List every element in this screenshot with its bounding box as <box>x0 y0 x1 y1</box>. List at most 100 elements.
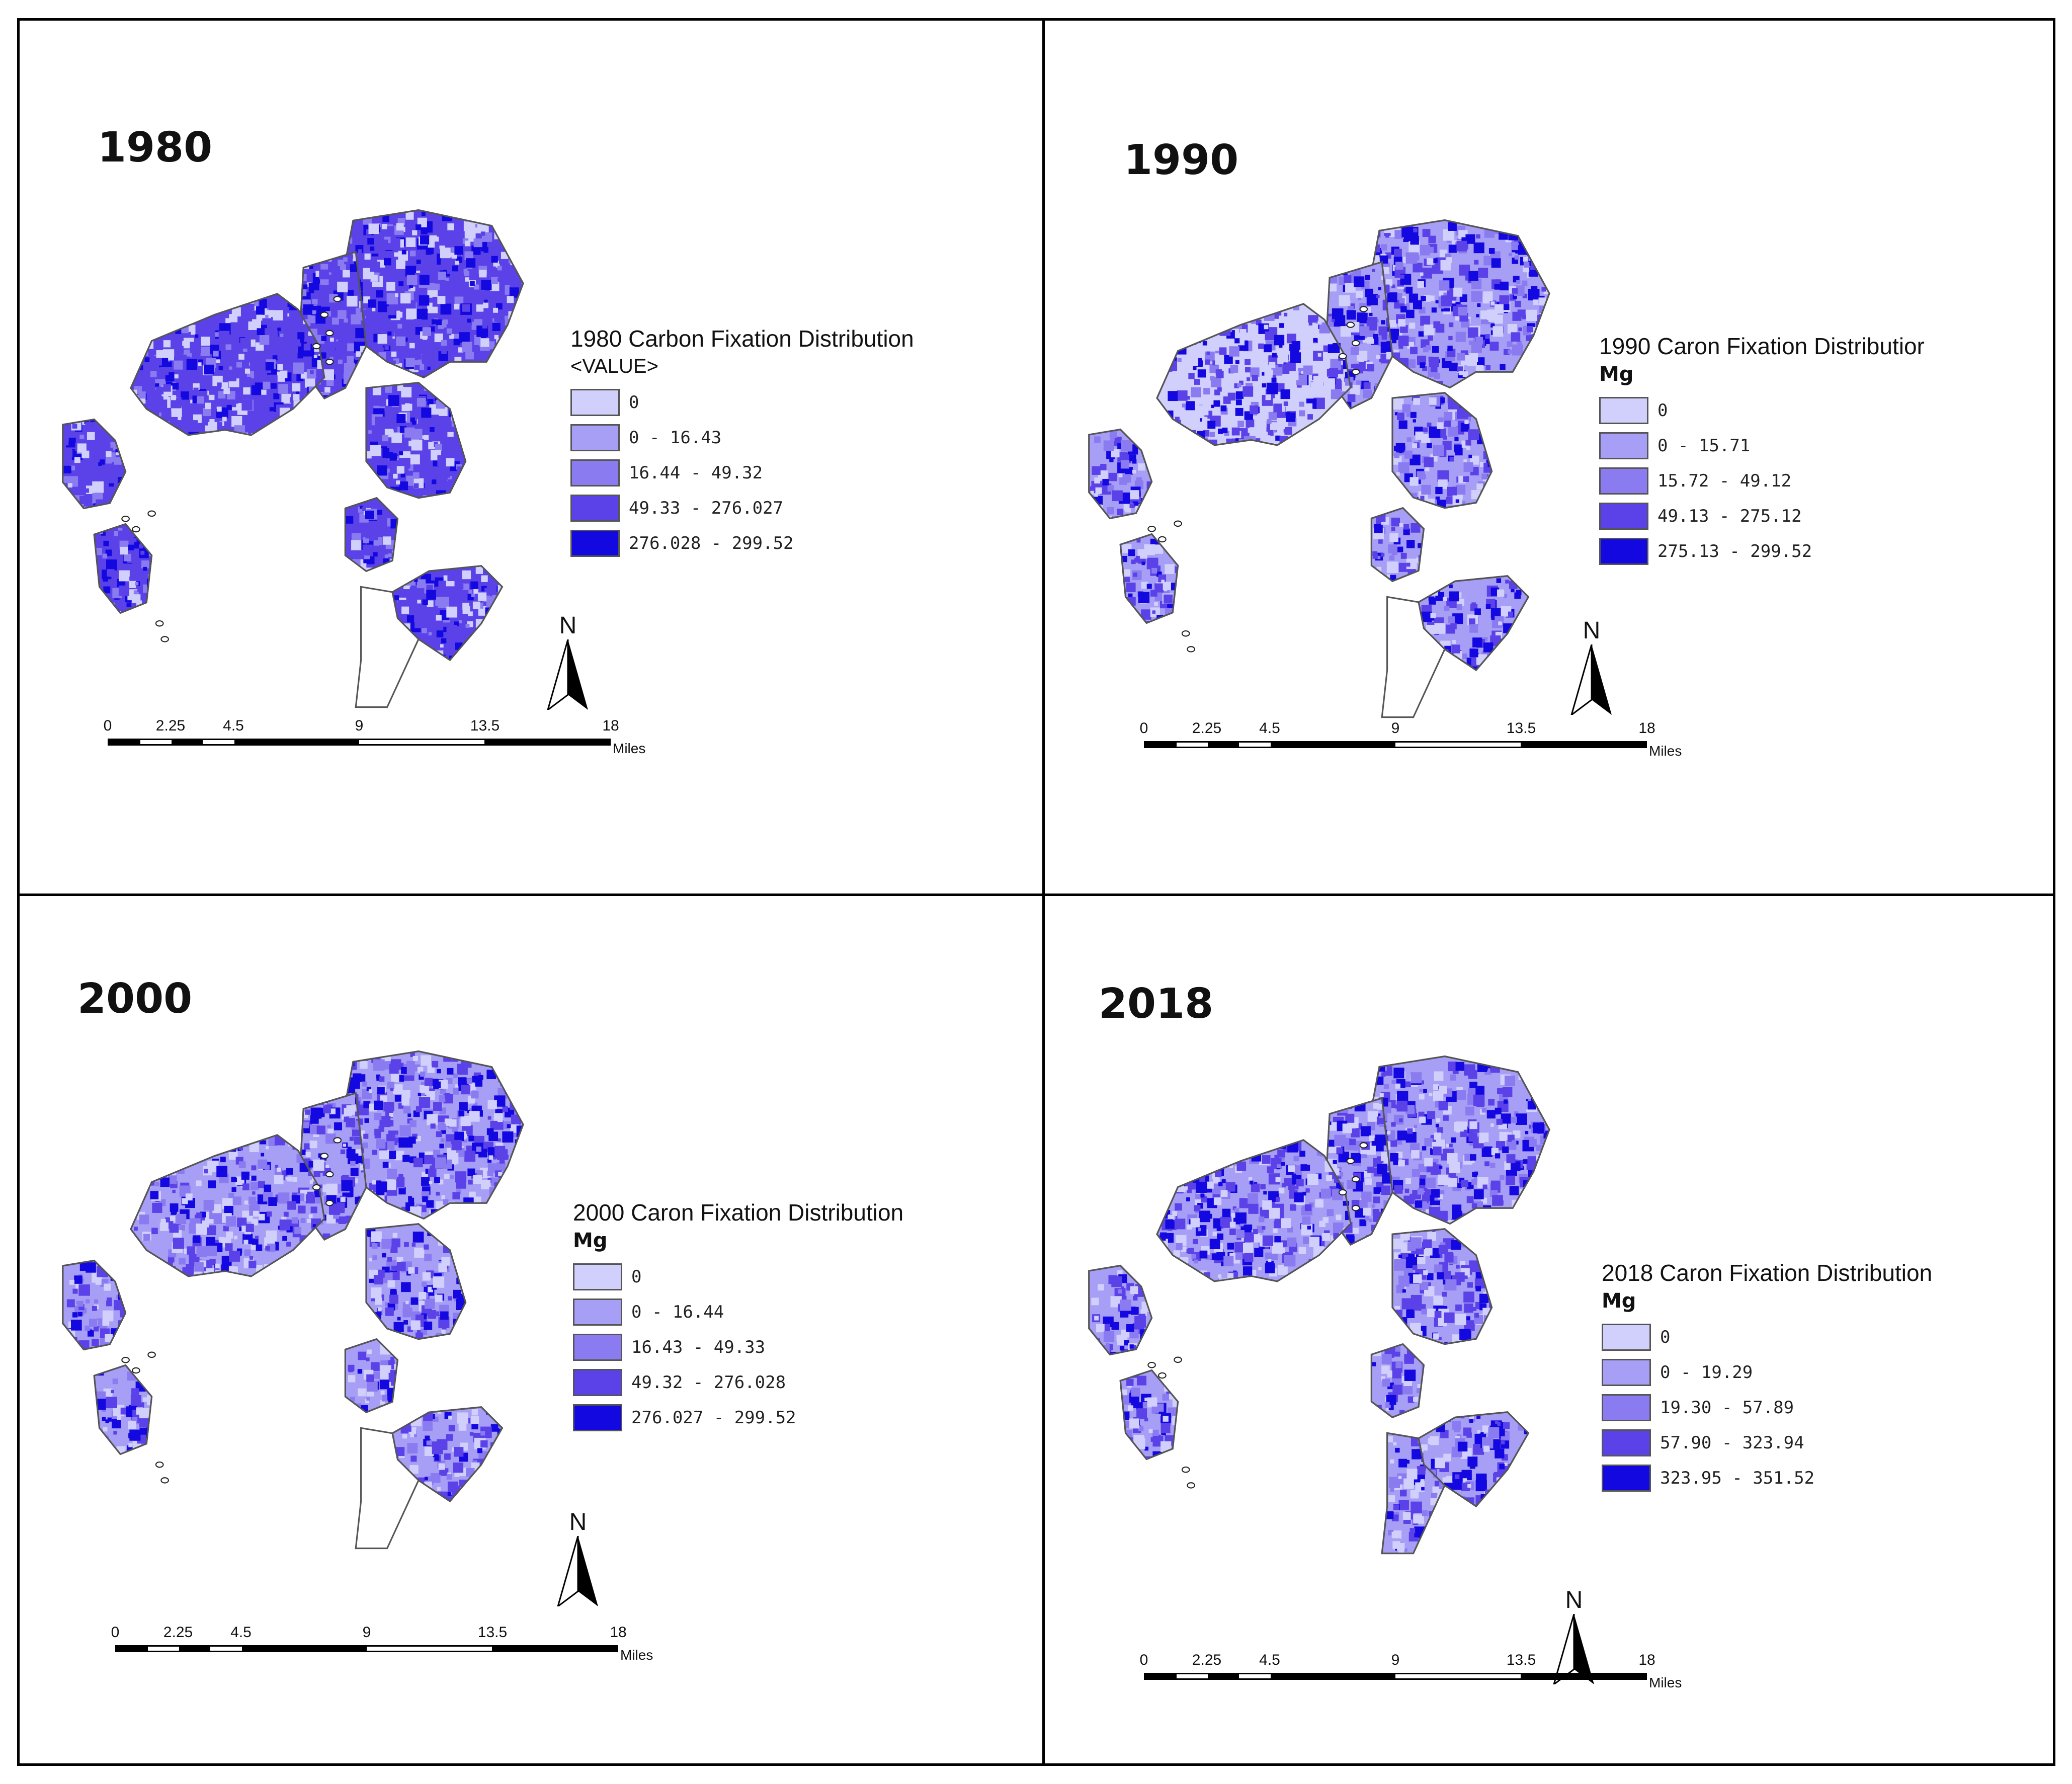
islet <box>1359 306 1368 312</box>
islet <box>320 1153 329 1159</box>
legend-label: 15.72 - 49.12 <box>1657 471 1792 491</box>
legend-label: 0 <box>1657 400 1668 421</box>
scale-tick-label: 4.5 <box>1259 720 1280 737</box>
map-region-east-block <box>365 1223 467 1340</box>
islet <box>1351 1204 1360 1211</box>
legend-swatch <box>1599 397 1648 424</box>
study-area-map <box>62 209 524 708</box>
north-arrow-icon <box>1552 1613 1594 1686</box>
legend-label: 0 <box>629 392 639 413</box>
panel-divider-vertical <box>1042 18 1045 1766</box>
map-region-east-block <box>1391 1228 1493 1345</box>
islet <box>1181 630 1190 637</box>
legend-swatch <box>1602 1429 1651 1456</box>
legend-label: 19.30 - 57.89 <box>1660 1398 1794 1418</box>
map-region-south-west <box>93 523 153 614</box>
panel-year-title: 1980 <box>98 124 213 172</box>
map-region-west-cluster <box>62 418 127 510</box>
islet <box>312 343 321 350</box>
islet <box>325 1199 334 1206</box>
islet <box>132 526 140 533</box>
scale-tick-label: 4.5 <box>223 717 244 734</box>
map-region-north-district <box>344 209 524 379</box>
north-arrow-icon <box>546 639 588 712</box>
legend-swatch <box>570 530 620 557</box>
legend-unit: Mg <box>1602 1289 1636 1313</box>
map-region-west-cluster <box>1088 428 1153 520</box>
islet <box>1338 1189 1347 1196</box>
legend-label: 323.95 - 351.52 <box>1660 1468 1815 1488</box>
legend-entry: 0 <box>570 385 914 420</box>
legend-entry: 0 - 16.43 <box>570 420 914 455</box>
scale-tick-label: 0 <box>1139 1652 1148 1668</box>
scale-bar: 0 2.25 4.5 9 13.5 18 Miles <box>1140 720 1697 760</box>
islet <box>1181 1466 1190 1473</box>
scale-tick-label: 13.5 <box>1506 1652 1536 1668</box>
islet <box>132 1367 140 1374</box>
legend-swatch <box>1599 503 1648 530</box>
legend-label: 0 <box>1660 1327 1671 1347</box>
map-panel-1980: 1980 1980 Carbon Fixation Distribution <VA… <box>17 18 1043 895</box>
legend-swatch <box>573 1263 622 1290</box>
map-region-south-west <box>93 1364 153 1455</box>
legend: 2018 Caron Fixation Distribution Mg 0 0 - 1… <box>1602 1259 1932 1496</box>
map-region-center-island <box>1370 507 1425 582</box>
scale-tick-label: 4.5 <box>1259 1652 1280 1668</box>
study-area-map <box>1088 219 1550 718</box>
legend-entry: 19.30 - 57.89 <box>1602 1390 1932 1425</box>
legend-swatch <box>1599 432 1648 459</box>
scale-tick-label: 13.5 <box>477 1624 508 1641</box>
islet <box>160 636 169 642</box>
legend-unit: <VALUE> <box>570 355 658 377</box>
scale-tick-label: 9 <box>1391 720 1400 737</box>
islet <box>121 1356 130 1363</box>
legend-entry: 0 <box>1602 1320 1932 1355</box>
legend-label: 0 <box>631 1267 642 1287</box>
scale-tick-label: 9 <box>362 1624 371 1641</box>
legend-swatch <box>570 424 620 451</box>
map-region-east-block <box>1391 392 1493 509</box>
scale-tick-label: 2.25 <box>155 717 186 734</box>
scale-tick-label: 9 <box>355 717 364 734</box>
scale-tick-label: 13.5 <box>1506 720 1536 737</box>
legend-swatch <box>570 389 620 416</box>
islet <box>155 620 164 627</box>
legend-label: 0 - 19.29 <box>1660 1362 1753 1383</box>
legend-label: 16.43 - 49.33 <box>631 1337 766 1357</box>
map-panel-1990: 1990 1990 Caron Fixation Distributior Mg 0 0… <box>1043 18 2055 895</box>
north-arrow: N <box>1551 1586 1597 1687</box>
islet <box>1351 1176 1360 1183</box>
north-label: N <box>1565 1587 1583 1613</box>
islet <box>1346 1158 1355 1164</box>
legend-entry: 0 - 19.29 <box>1602 1355 1932 1390</box>
legend-entry: 276.028 - 299.52 <box>570 526 914 561</box>
north-arrow-icon <box>1570 644 1612 717</box>
legend-label: 275.13 - 299.52 <box>1657 541 1812 561</box>
scale-unit-label: Miles <box>1649 1675 1682 1690</box>
legend-swatch <box>1602 1324 1651 1351</box>
figure-frame <box>17 18 2055 1766</box>
map-panel-2000: 2000 2000 Caron Fixation Distribution Mg 0 0… <box>17 895 1043 1766</box>
scale-tick-label: 2.25 <box>163 1624 193 1641</box>
islet <box>325 330 334 337</box>
legend-unit: Mg <box>573 1229 608 1252</box>
map-region-center-island <box>1370 1343 1425 1418</box>
legend-title: 1980 Carbon Fixation Distribution <box>570 326 914 352</box>
north-arrow: N <box>1569 617 1614 717</box>
islet <box>1187 1482 1195 1489</box>
scale-bar: 0 2.25 4.5 9 13.5 18 Miles <box>1140 1652 1697 1692</box>
legend-entry: 49.13 - 275.12 <box>1599 499 1925 534</box>
legend-title: 1990 Caron Fixation Distributior <box>1599 333 1925 359</box>
islet <box>121 515 130 522</box>
islet <box>147 510 156 517</box>
panel-year-title: 1990 <box>1124 136 1239 184</box>
legend-entry: 49.33 - 276.027 <box>570 491 914 526</box>
islet <box>155 1461 164 1468</box>
legend-entry: 57.90 - 323.94 <box>1602 1425 1932 1461</box>
scale-tick-label: 18 <box>1638 1652 1655 1668</box>
legend: 1980 Carbon Fixation Distribution <VALUE>… <box>570 325 914 561</box>
legend-label: 49.33 - 276.027 <box>629 498 784 518</box>
islet <box>1351 368 1360 375</box>
panel-year-title: 2018 <box>1099 980 1214 1028</box>
panel-divider-horizontal <box>17 894 2055 896</box>
